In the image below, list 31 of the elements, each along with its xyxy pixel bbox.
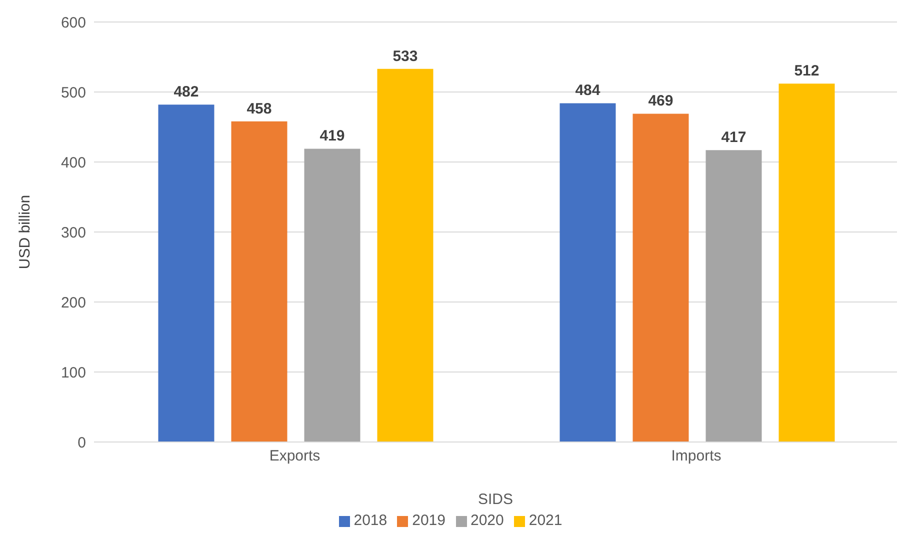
data-label: 469 xyxy=(648,92,674,110)
bar xyxy=(231,121,288,442)
legend-label: 2019 xyxy=(412,512,446,529)
bar xyxy=(778,84,835,442)
data-label: 484 xyxy=(575,82,601,100)
y-tick-label: 200 xyxy=(60,294,86,312)
legend-label: 2018 xyxy=(354,512,388,529)
data-label: 533 xyxy=(392,48,418,65)
legend-label: 2020 xyxy=(470,512,504,529)
data-label: 482 xyxy=(174,84,199,101)
y-axis-title: USD billion xyxy=(16,194,34,270)
bar xyxy=(706,150,762,442)
y-tick-label: 300 xyxy=(60,224,86,242)
y-tick-label: 500 xyxy=(60,84,86,102)
data-label: 512 xyxy=(794,62,820,80)
x-tick-label: Exports xyxy=(269,448,320,465)
data-label: 458 xyxy=(246,100,272,118)
bar xyxy=(158,104,214,442)
x-tick-label: Imports xyxy=(671,448,722,465)
legend-label: 2021 xyxy=(528,512,562,529)
bar xyxy=(304,148,360,442)
data-label: 419 xyxy=(320,128,345,145)
data-label: 417 xyxy=(721,129,746,146)
y-tick-label: 400 xyxy=(60,154,86,172)
x-axis-title: SIDS xyxy=(478,491,514,508)
y-tick-label: 0 xyxy=(78,434,86,452)
y-tick-label: 600 xyxy=(60,14,86,32)
bar xyxy=(560,103,616,442)
bar xyxy=(632,114,689,442)
y-tick-label: 100 xyxy=(60,364,86,382)
bar xyxy=(377,68,434,442)
